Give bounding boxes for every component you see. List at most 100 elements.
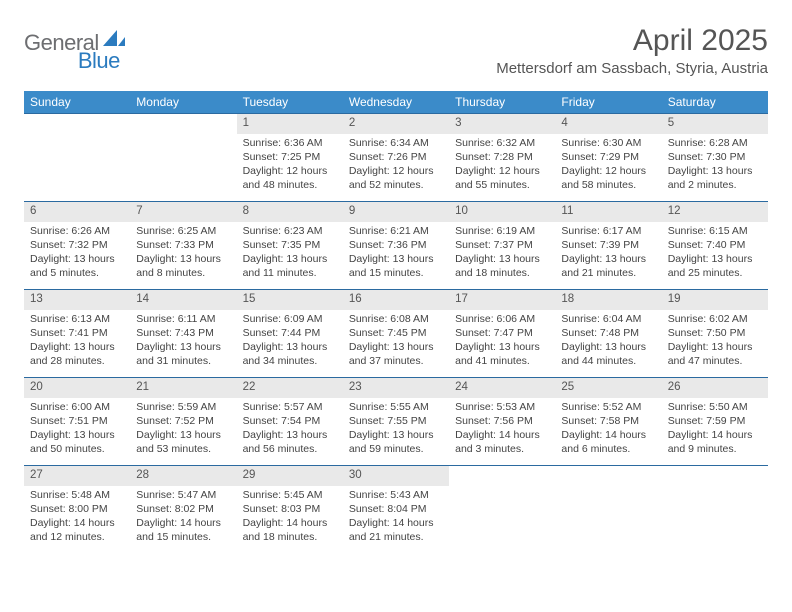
sunrise-line: Sunrise: 6:34 AM [349, 136, 443, 150]
sunset-line: Sunset: 7:30 PM [668, 150, 762, 164]
daylight-line: Daylight: 13 hours and 18 minutes. [455, 252, 549, 280]
day-data-cell: Sunrise: 6:06 AMSunset: 7:47 PMDaylight:… [449, 310, 555, 378]
day-number-cell: 10 [449, 202, 555, 222]
day-data-cell: Sunrise: 6:08 AMSunset: 7:45 PMDaylight:… [343, 310, 449, 378]
day-data-cell [24, 134, 130, 202]
calendar-page: General April 2025 Mettersdorf am Sassba… [0, 0, 792, 554]
day-number-row: 12345 [24, 114, 768, 134]
day-data-cell: Sunrise: 6:23 AMSunset: 7:35 PMDaylight:… [237, 222, 343, 290]
sunrise-line: Sunrise: 5:59 AM [136, 400, 230, 414]
sunset-line: Sunset: 8:03 PM [243, 502, 337, 516]
daylight-line: Daylight: 12 hours and 52 minutes. [349, 164, 443, 192]
day-data-cell [449, 486, 555, 554]
sunset-line: Sunset: 8:04 PM [349, 502, 443, 516]
sunset-line: Sunset: 7:43 PM [136, 326, 230, 340]
day-number-row: 27282930 [24, 466, 768, 486]
weekday-header: Tuesday [237, 91, 343, 114]
sunset-line: Sunset: 7:25 PM [243, 150, 337, 164]
day-number-row: 13141516171819 [24, 290, 768, 310]
day-data-row: Sunrise: 6:36 AMSunset: 7:25 PMDaylight:… [24, 134, 768, 202]
daylight-line: Daylight: 13 hours and 56 minutes. [243, 428, 337, 456]
day-number-cell: 20 [24, 378, 130, 398]
day-data-row: Sunrise: 5:48 AMSunset: 8:00 PMDaylight:… [24, 486, 768, 554]
sunset-line: Sunset: 7:26 PM [349, 150, 443, 164]
day-number-cell [24, 114, 130, 134]
day-data-cell: Sunrise: 6:02 AMSunset: 7:50 PMDaylight:… [662, 310, 768, 378]
daylight-line: Daylight: 13 hours and 5 minutes. [30, 252, 124, 280]
sunset-line: Sunset: 7:37 PM [455, 238, 549, 252]
day-number-cell: 7 [130, 202, 236, 222]
day-number-cell: 3 [449, 114, 555, 134]
day-data-cell: Sunrise: 5:45 AMSunset: 8:03 PMDaylight:… [237, 486, 343, 554]
day-data-cell: Sunrise: 5:47 AMSunset: 8:02 PMDaylight:… [130, 486, 236, 554]
day-number-cell: 28 [130, 466, 236, 486]
sunrise-line: Sunrise: 5:52 AM [561, 400, 655, 414]
weekday-header: Sunday [24, 91, 130, 114]
daylight-line: Daylight: 14 hours and 15 minutes. [136, 516, 230, 544]
daylight-line: Daylight: 14 hours and 6 minutes. [561, 428, 655, 456]
sunset-line: Sunset: 7:44 PM [243, 326, 337, 340]
day-number-cell: 4 [555, 114, 661, 134]
daylight-line: Daylight: 12 hours and 48 minutes. [243, 164, 337, 192]
day-data-cell: Sunrise: 6:04 AMSunset: 7:48 PMDaylight:… [555, 310, 661, 378]
day-data-cell: Sunrise: 6:28 AMSunset: 7:30 PMDaylight:… [662, 134, 768, 202]
day-data-cell [662, 486, 768, 554]
sunset-line: Sunset: 7:29 PM [561, 150, 655, 164]
day-number-cell: 2 [343, 114, 449, 134]
weekday-header: Friday [555, 91, 661, 114]
sunrise-line: Sunrise: 6:00 AM [30, 400, 124, 414]
sunset-line: Sunset: 8:02 PM [136, 502, 230, 516]
day-number-cell: 11 [555, 202, 661, 222]
sunrise-line: Sunrise: 5:55 AM [349, 400, 443, 414]
sunrise-line: Sunrise: 5:57 AM [243, 400, 337, 414]
day-number-row: 6789101112 [24, 202, 768, 222]
sunset-line: Sunset: 8:00 PM [30, 502, 124, 516]
day-data-row: Sunrise: 6:13 AMSunset: 7:41 PMDaylight:… [24, 310, 768, 378]
sunrise-line: Sunrise: 6:02 AM [668, 312, 762, 326]
day-data-cell: Sunrise: 5:43 AMSunset: 8:04 PMDaylight:… [343, 486, 449, 554]
day-number-cell: 6 [24, 202, 130, 222]
day-number-row: 20212223242526 [24, 378, 768, 398]
day-data-cell: Sunrise: 6:34 AMSunset: 7:26 PMDaylight:… [343, 134, 449, 202]
day-number-cell [662, 466, 768, 486]
location-text: Mettersdorf am Sassbach, Styria, Austria [496, 60, 768, 77]
day-number-cell: 17 [449, 290, 555, 310]
daylight-line: Daylight: 13 hours and 34 minutes. [243, 340, 337, 368]
daylight-line: Daylight: 13 hours and 41 minutes. [455, 340, 549, 368]
day-data-cell: Sunrise: 6:11 AMSunset: 7:43 PMDaylight:… [130, 310, 236, 378]
sunset-line: Sunset: 7:54 PM [243, 414, 337, 428]
sunset-line: Sunset: 7:32 PM [30, 238, 124, 252]
sunrise-line: Sunrise: 6:06 AM [455, 312, 549, 326]
daylight-line: Daylight: 13 hours and 53 minutes. [136, 428, 230, 456]
day-data-cell: Sunrise: 6:36 AMSunset: 7:25 PMDaylight:… [237, 134, 343, 202]
sunrise-line: Sunrise: 6:17 AM [561, 224, 655, 238]
day-number-cell: 16 [343, 290, 449, 310]
sunrise-line: Sunrise: 6:19 AM [455, 224, 549, 238]
sunrise-line: Sunrise: 6:28 AM [668, 136, 762, 150]
sunrise-line: Sunrise: 5:47 AM [136, 488, 230, 502]
sunset-line: Sunset: 7:59 PM [668, 414, 762, 428]
daylight-line: Daylight: 13 hours and 44 minutes. [561, 340, 655, 368]
page-header: General April 2025 Mettersdorf am Sassba… [24, 24, 768, 77]
daylight-line: Daylight: 14 hours and 18 minutes. [243, 516, 337, 544]
day-data-cell: Sunrise: 6:21 AMSunset: 7:36 PMDaylight:… [343, 222, 449, 290]
sunset-line: Sunset: 7:52 PM [136, 414, 230, 428]
day-data-cell: Sunrise: 6:30 AMSunset: 7:29 PMDaylight:… [555, 134, 661, 202]
day-number-cell: 22 [237, 378, 343, 398]
daylight-line: Daylight: 13 hours and 25 minutes. [668, 252, 762, 280]
day-data-cell: Sunrise: 5:52 AMSunset: 7:58 PMDaylight:… [555, 398, 661, 466]
calendar-body: 12345Sunrise: 6:36 AMSunset: 7:25 PMDayl… [24, 114, 768, 554]
sunset-line: Sunset: 7:39 PM [561, 238, 655, 252]
day-data-cell: Sunrise: 6:32 AMSunset: 7:28 PMDaylight:… [449, 134, 555, 202]
title-block: April 2025 Mettersdorf am Sassbach, Styr… [496, 24, 768, 77]
daylight-line: Daylight: 13 hours and 31 minutes. [136, 340, 230, 368]
day-number-cell [130, 114, 236, 134]
day-data-cell: Sunrise: 5:50 AMSunset: 7:59 PMDaylight:… [662, 398, 768, 466]
sunrise-line: Sunrise: 6:15 AM [668, 224, 762, 238]
weekday-header: Wednesday [343, 91, 449, 114]
day-data-cell: Sunrise: 6:17 AMSunset: 7:39 PMDaylight:… [555, 222, 661, 290]
weekday-header: Thursday [449, 91, 555, 114]
daylight-line: Daylight: 13 hours and 2 minutes. [668, 164, 762, 192]
day-data-row: Sunrise: 6:26 AMSunset: 7:32 PMDaylight:… [24, 222, 768, 290]
sunset-line: Sunset: 7:51 PM [30, 414, 124, 428]
